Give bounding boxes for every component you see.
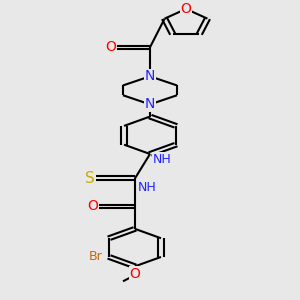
Text: Br: Br — [89, 250, 102, 262]
Text: NH: NH — [138, 181, 157, 194]
Text: N: N — [145, 98, 155, 111]
Text: O: O — [130, 267, 140, 281]
Text: O: O — [88, 200, 98, 213]
Text: NH: NH — [153, 153, 171, 166]
Text: O: O — [181, 2, 191, 16]
Text: O: O — [106, 40, 116, 54]
Text: N: N — [145, 69, 155, 83]
Text: S: S — [85, 171, 95, 186]
